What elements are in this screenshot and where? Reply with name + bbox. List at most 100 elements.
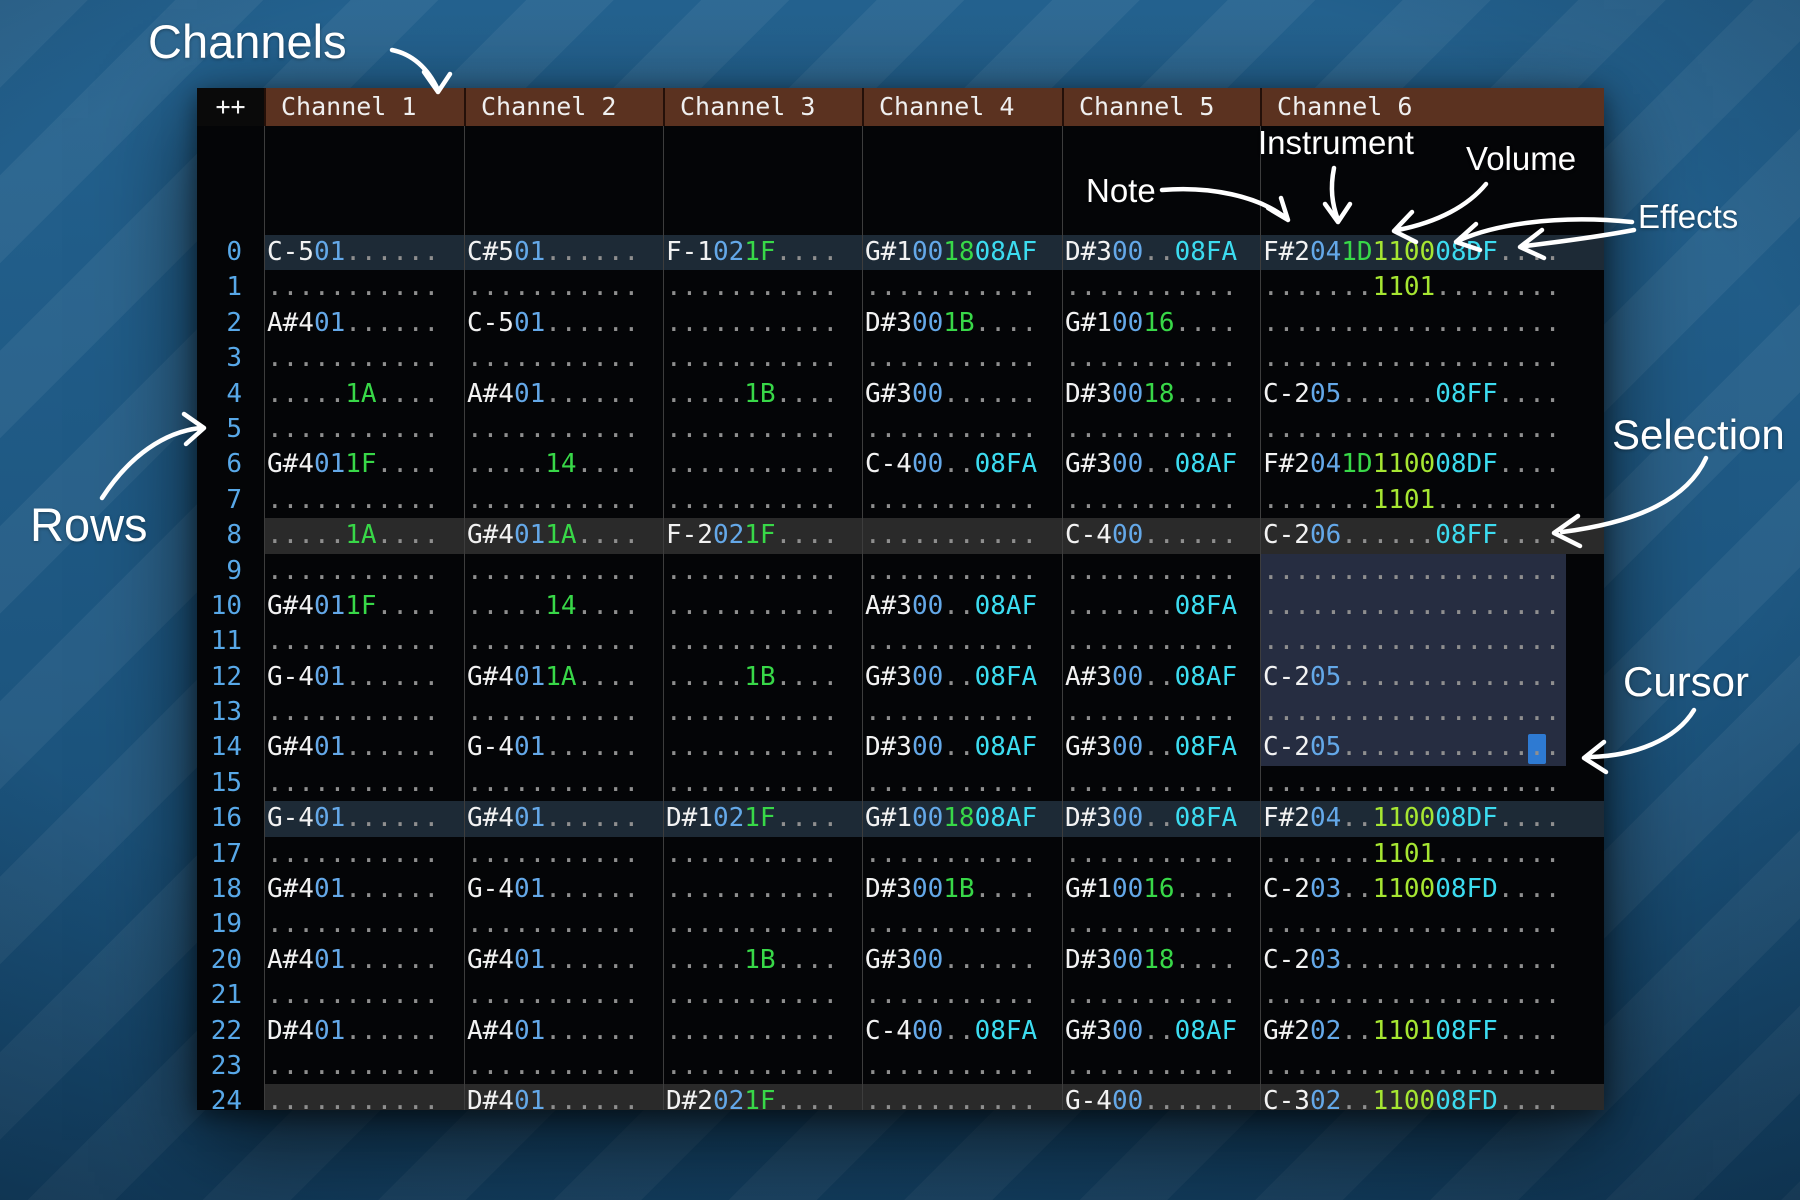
- pattern-cell[interactable]: A#401......: [467, 378, 640, 409]
- pattern-cell[interactable]: ...........: [865, 1050, 1038, 1081]
- pattern-cell[interactable]: ...........: [666, 1015, 839, 1046]
- pattern-cell[interactable]: ...........: [865, 343, 1038, 374]
- pattern-cell[interactable]: ...................: [1263, 413, 1561, 444]
- pattern-cell[interactable]: .....1B....: [666, 661, 839, 692]
- pattern-cell[interactable]: G#300......: [865, 944, 1038, 975]
- pattern-cell[interactable]: C-205......08FF....: [1263, 378, 1561, 409]
- pattern-cell[interactable]: D#2021F....: [666, 1086, 839, 1110]
- pattern-cell[interactable]: .....1B....: [666, 944, 839, 975]
- pattern-cell[interactable]: C-205..............: [1263, 661, 1561, 692]
- pattern-cell[interactable]: G#300..08AF: [1065, 1015, 1238, 1046]
- pattern-cell[interactable]: C-400..08FA: [865, 1015, 1038, 1046]
- pattern-cell[interactable]: G#1001808AF: [865, 237, 1038, 267]
- pattern-cell[interactable]: F#2041D110008DF....: [1263, 449, 1561, 480]
- pattern-cell[interactable]: G#401......: [267, 732, 440, 763]
- channel-header-1[interactable]: Channel 1: [264, 88, 464, 126]
- pattern-cell[interactable]: ...........: [1065, 909, 1238, 940]
- pattern-cell[interactable]: C-205..............: [1263, 732, 1561, 763]
- pattern-cell[interactable]: ...........: [666, 272, 839, 303]
- pattern-cell[interactable]: G-401......: [467, 874, 640, 905]
- pattern-cell[interactable]: ...........: [865, 838, 1038, 869]
- pattern-cell[interactable]: ...........: [865, 1086, 1038, 1110]
- pattern-cell[interactable]: ...........: [1065, 697, 1238, 728]
- pattern-cell[interactable]: C#501......: [467, 237, 640, 267]
- pattern-cell[interactable]: ...........: [666, 449, 839, 480]
- pattern-cell[interactable]: ...........: [467, 272, 640, 303]
- pattern-cell[interactable]: ...........: [1065, 484, 1238, 515]
- pattern-cell[interactable]: ...........: [467, 413, 640, 444]
- pattern-cell[interactable]: ...........: [267, 343, 440, 374]
- pattern-cell[interactable]: ...................: [1263, 590, 1561, 621]
- pattern-cell[interactable]: G#4011A....: [467, 661, 640, 692]
- pattern-cell[interactable]: ...........: [666, 1050, 839, 1081]
- pattern-cell[interactable]: ...................: [1263, 307, 1561, 338]
- pattern-cell[interactable]: .......08FA: [1065, 590, 1238, 621]
- pattern-cell[interactable]: C-302..110008FD....: [1263, 1086, 1561, 1110]
- pattern-cell[interactable]: G#10016....: [1065, 874, 1238, 905]
- pattern-cell[interactable]: G-400......: [1065, 1086, 1238, 1110]
- pattern-cell[interactable]: ...........: [467, 909, 640, 940]
- pattern-cell[interactable]: ...........: [467, 555, 640, 586]
- pattern-cell[interactable]: ...........: [666, 484, 839, 515]
- pattern-cell[interactable]: D#300..08FA: [1065, 237, 1238, 267]
- pattern-cell[interactable]: ...........: [267, 272, 440, 303]
- pattern-cell[interactable]: A#401......: [267, 944, 440, 975]
- pattern-cell[interactable]: C-206......08FF....: [1263, 520, 1561, 551]
- pattern-cell[interactable]: ...........: [267, 626, 440, 657]
- pattern-cell[interactable]: G#401......: [467, 803, 640, 834]
- pattern-cell[interactable]: ...........: [865, 272, 1038, 303]
- pattern-cell[interactable]: .....1A....: [267, 520, 440, 551]
- pattern-cell[interactable]: ...........: [666, 909, 839, 940]
- pattern-cell[interactable]: ...........: [267, 484, 440, 515]
- pattern-cell[interactable]: D#300..08FA: [1065, 803, 1238, 834]
- pattern-cell[interactable]: ...........: [1065, 555, 1238, 586]
- pattern-cell[interactable]: ...........: [1065, 1050, 1238, 1081]
- pattern-cell[interactable]: A#401......: [267, 307, 440, 338]
- pattern-cell[interactable]: ...................: [1263, 1050, 1561, 1081]
- pattern-cell[interactable]: D#3001B....: [865, 307, 1038, 338]
- pattern-cell[interactable]: ...........: [865, 909, 1038, 940]
- pattern-cell[interactable]: ...........: [1065, 272, 1238, 303]
- pattern-cell[interactable]: G-401......: [267, 803, 440, 834]
- pattern-cell[interactable]: F-1021F....: [666, 237, 839, 267]
- pattern-cell[interactable]: D#30018....: [1065, 378, 1238, 409]
- channel-header-4[interactable]: Channel 4: [862, 88, 1062, 126]
- pattern-cell[interactable]: ...........: [666, 555, 839, 586]
- pattern-cell[interactable]: ...........: [666, 307, 839, 338]
- pattern-cell[interactable]: A#300..08AF: [865, 590, 1038, 621]
- pattern-cell[interactable]: .....1B....: [666, 378, 839, 409]
- channel-header-6[interactable]: Channel 6: [1260, 88, 1604, 126]
- pattern-cell[interactable]: G#4011F....: [267, 590, 440, 621]
- pattern-cell[interactable]: ...........: [865, 626, 1038, 657]
- pattern-cell[interactable]: ...........: [1065, 343, 1238, 374]
- pattern-cell[interactable]: G#300..08FA: [865, 661, 1038, 692]
- pattern-cell[interactable]: ...........: [865, 413, 1038, 444]
- pattern-cell[interactable]: F#204..110008DF....: [1263, 803, 1561, 834]
- pattern-cell[interactable]: G#4011A....: [467, 520, 640, 551]
- pattern-cell[interactable]: D#3001B....: [865, 874, 1038, 905]
- pattern-cell[interactable]: ...........: [666, 838, 839, 869]
- pattern-cell[interactable]: D#1021F....: [666, 803, 839, 834]
- pattern-cell[interactable]: G#401......: [467, 944, 640, 975]
- pattern-cell[interactable]: .....14....: [467, 449, 640, 480]
- pattern-cell[interactable]: ...........: [666, 697, 839, 728]
- pattern-cell[interactable]: ...................: [1263, 343, 1561, 374]
- pattern-cell[interactable]: G#1001808AF: [865, 803, 1038, 834]
- pattern-cell[interactable]: ...........: [467, 1050, 640, 1081]
- channel-header-2[interactable]: Channel 2: [464, 88, 663, 126]
- pattern-cell[interactable]: G#401......: [267, 874, 440, 905]
- pattern-cell[interactable]: D#300..08AF: [865, 732, 1038, 763]
- pattern-cell[interactable]: ...........: [1065, 413, 1238, 444]
- pattern-cell[interactable]: G#4011F....: [267, 449, 440, 480]
- pattern-cell[interactable]: G#300..08AF: [1065, 449, 1238, 480]
- pattern-cell[interactable]: ...........: [865, 520, 1038, 551]
- pattern-cell[interactable]: ...........: [267, 980, 440, 1011]
- pattern-cell[interactable]: ...........: [467, 343, 640, 374]
- pattern-cell[interactable]: .....14....: [467, 590, 640, 621]
- pattern-cell[interactable]: G#300..08FA: [1065, 732, 1238, 763]
- pattern-cell[interactable]: C-203..............: [1263, 944, 1561, 975]
- channel-header-3[interactable]: Channel 3: [663, 88, 862, 126]
- pattern-cell[interactable]: ...........: [666, 980, 839, 1011]
- pattern-cell[interactable]: ...........: [467, 626, 640, 657]
- pattern-cell[interactable]: ...........: [666, 343, 839, 374]
